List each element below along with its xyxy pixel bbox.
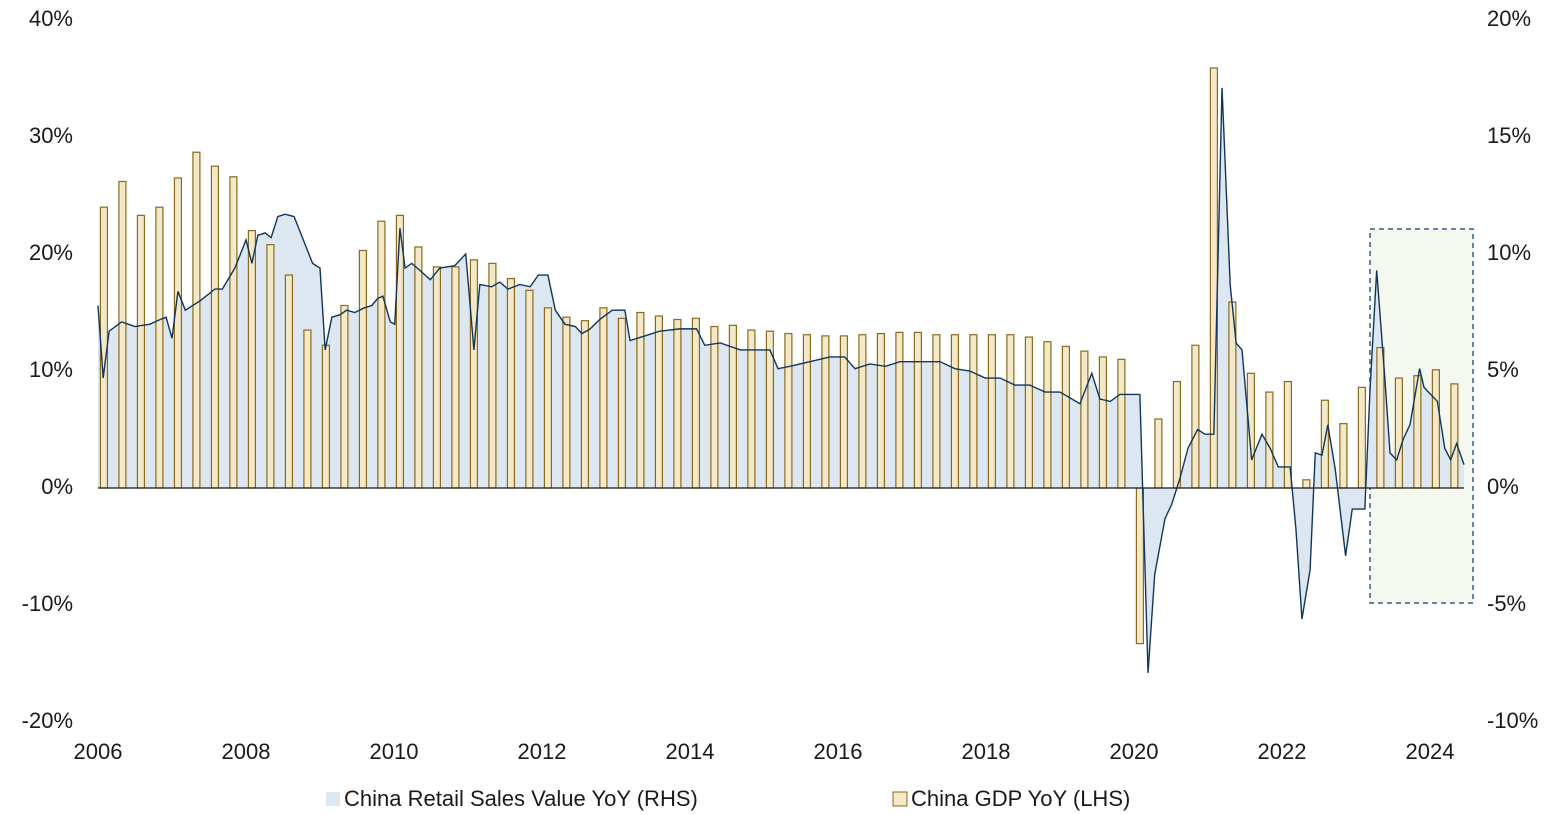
bar: [691, 317, 701, 489]
bar: [358, 249, 368, 489]
bar: [229, 176, 238, 489]
bar: [155, 206, 164, 489]
x-tick-label: 2012: [518, 739, 567, 764]
bar: [118, 180, 127, 489]
bar: [506, 277, 516, 489]
bar: [654, 315, 664, 489]
bar: [895, 331, 904, 489]
bar: [1339, 423, 1348, 489]
y-tick-label: 30%: [29, 123, 73, 148]
bar: [1043, 341, 1052, 489]
x-tick-label: 2024: [1405, 739, 1454, 764]
bar: [488, 262, 497, 489]
y2-tick-label: -10%: [1487, 708, 1538, 733]
bar: [580, 320, 590, 489]
bar: [1135, 487, 1144, 645]
bar: [728, 324, 738, 489]
bar: [1191, 344, 1200, 489]
bar: [1394, 377, 1403, 489]
y2-tick-label: 10%: [1487, 240, 1531, 265]
bar: [710, 325, 719, 489]
bar: [1080, 350, 1089, 489]
bar: [1061, 345, 1070, 489]
bar: [1098, 356, 1107, 489]
y2-tick-label: -5%: [1487, 591, 1526, 616]
bar: [284, 274, 294, 489]
x-tick-label: 2010: [370, 739, 419, 764]
legend-swatch: [326, 792, 340, 806]
bar: [210, 165, 220, 489]
y-tick-label: 20%: [29, 240, 73, 265]
bar: [303, 329, 312, 489]
bar: [451, 266, 460, 489]
bar: [1357, 386, 1366, 489]
bar: [858, 334, 867, 489]
legend-label: China GDP YoY (LHS): [911, 786, 1130, 811]
bar: [1265, 391, 1274, 489]
legend-label: China Retail Sales Value YoY (RHS): [344, 786, 698, 811]
bar: [876, 332, 885, 489]
y2-tick-label: 15%: [1487, 123, 1531, 148]
line: [97, 87, 1465, 673]
area-fill: [98, 87, 1464, 673]
y2-tick-label: 5%: [1487, 357, 1519, 382]
bar: [617, 317, 627, 489]
bar: [802, 334, 811, 489]
bar: [1320, 399, 1329, 489]
x-tick-label: 2016: [814, 739, 863, 764]
legend-swatch: [892, 791, 908, 807]
bar: [173, 177, 183, 489]
bar: [247, 230, 257, 489]
bar: [950, 334, 959, 489]
bar: [636, 311, 645, 489]
bar: [562, 316, 571, 489]
bar: [1172, 380, 1181, 489]
bar: [192, 151, 201, 489]
y-tick-label: 0%: [41, 474, 73, 499]
bar: [599, 307, 608, 489]
bar: [913, 331, 922, 489]
bar: [525, 289, 534, 489]
bar: [469, 259, 479, 489]
bar: [321, 344, 331, 489]
bar: [1024, 336, 1033, 489]
y2-tick-label: 0%: [1487, 474, 1519, 499]
x-tick-label: 2014: [666, 739, 715, 764]
bar: [136, 214, 146, 489]
bar: [543, 307, 553, 489]
x-tick-label: 2008: [222, 739, 271, 764]
bar: [969, 334, 978, 489]
bar: [1154, 418, 1163, 489]
bar: [1431, 369, 1440, 489]
x-tick-label: 2022: [1257, 739, 1306, 764]
bar: [1006, 334, 1015, 489]
bar: [1117, 358, 1126, 489]
bar: [932, 334, 941, 489]
bar: [1450, 383, 1459, 489]
bar: [414, 246, 423, 489]
bar: [1376, 347, 1385, 489]
bar: [673, 318, 682, 489]
x-tick-label: 2020: [1109, 739, 1158, 764]
bar: [432, 266, 442, 489]
x-tick-label: 2018: [961, 739, 1010, 764]
y-tick-label: -20%: [22, 708, 73, 733]
bar: [1302, 479, 1311, 489]
bar: [987, 334, 996, 489]
x-tick-label: 2006: [74, 739, 123, 764]
y-tick-label: 40%: [29, 6, 73, 31]
y2-tick-label: 20%: [1487, 6, 1531, 31]
bar: [395, 214, 405, 489]
bar: [340, 304, 349, 489]
bar: [377, 220, 386, 489]
bar: [784, 332, 793, 489]
bar: [747, 329, 756, 489]
bar: [266, 244, 275, 489]
y-tick-label: -10%: [22, 591, 73, 616]
y-tick-label: 10%: [29, 357, 73, 382]
